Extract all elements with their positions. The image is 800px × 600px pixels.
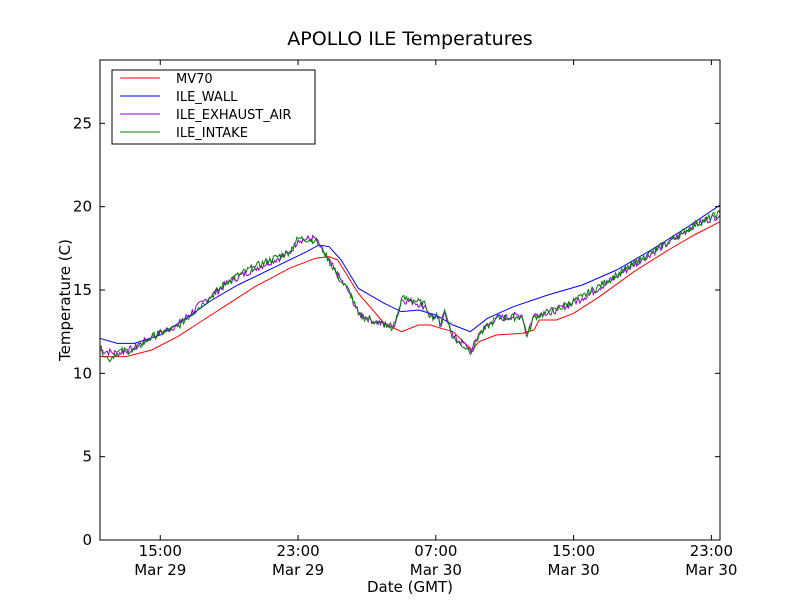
y-tick-label: 20 [73,198,92,216]
legend-label: ILE_EXHAUST_AIR [176,108,292,123]
y-tick-label: 0 [82,531,92,549]
y-axis-ticks: 0 5 10 15 20 25 [73,114,720,549]
x-tick-time-label: 15:00 [552,542,595,560]
legend-label: MV70 [176,72,213,87]
x-tick-time-label: 23:00 [276,542,319,560]
x-tick-time-label: 15:00 [139,542,182,560]
x-tick-date-label: Mar 30 [548,561,600,579]
y-tick-label: 5 [82,448,92,466]
plot-frame [99,59,721,541]
y-tick-label: 15 [73,281,92,299]
legend-label: ILE_WALL [176,90,238,105]
series-line-ile-intake [99,210,721,363]
y-tick-label: 10 [73,364,92,382]
x-tick-date-label: Mar 29 [272,561,324,579]
x-axis-label: Date (GMT) [367,578,453,596]
x-tick-date-label: Mar 29 [134,561,186,579]
series-layer [99,204,721,363]
legend: MV70 ILE_WALL ILE_EXHAUST_AIR ILE_INTAKE [111,69,316,145]
series-line-ile-wall [99,204,721,344]
x-tick-time-label: 23:00 [690,542,733,560]
x-tick-date-label: Mar 30 [410,561,462,579]
y-tick-label: 25 [73,114,92,132]
x-tick-date-label: Mar 30 [685,561,737,579]
chart-title: APOLLO ILE Temperatures [287,28,532,50]
y-axis-label: Temperature (C) [56,239,74,362]
series-line-ile-exhaust-air [99,214,721,358]
x-tick-time-label: 07:00 [414,542,457,560]
legend-label: ILE_INTAKE [176,126,248,141]
series-line-mv70 [100,221,721,358]
